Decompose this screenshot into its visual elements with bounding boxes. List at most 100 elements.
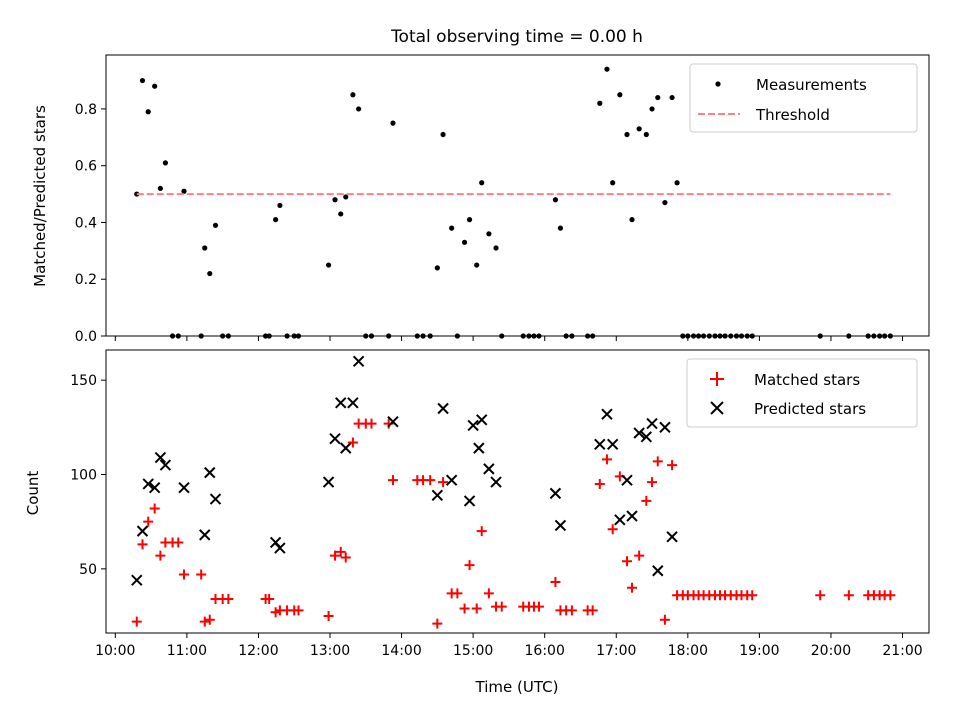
predicted-stars-point	[621, 474, 633, 486]
predicted-stars-point	[463, 495, 476, 507]
matched-stars-point	[173, 537, 184, 548]
matched-stars-point	[204, 614, 215, 625]
matched-stars-point	[496, 601, 507, 612]
measurement-point	[597, 100, 603, 106]
predicted-stars-point	[549, 487, 562, 500]
y-tick-label: 0.8	[75, 102, 97, 118]
measurement-point	[273, 217, 279, 223]
predicted-stars-point	[204, 466, 216, 479]
count-plot-frame	[105, 349, 930, 634]
predicted-stars-point	[142, 478, 154, 490]
predicted-stars-point	[159, 459, 172, 471]
x-tick-label: 21:00	[882, 643, 922, 659]
predicted-stars-point	[335, 397, 347, 409]
predicted-stars-point	[606, 438, 619, 451]
measurement-point	[325, 262, 332, 268]
predicted-stars-point	[640, 431, 653, 443]
matched-stars-point	[483, 588, 494, 599]
measurement-point	[390, 120, 396, 126]
ratio-y-axis-label: Matched/Predicted stars	[31, 105, 49, 287]
measurement-point	[655, 94, 661, 101]
predicted-stars-point	[626, 510, 638, 522]
predicted-stars-point	[322, 476, 335, 488]
ratio-y-axis: 0.0 0.2 0.4 0.6 0.8	[75, 102, 106, 345]
legend-measurements-marker	[715, 81, 721, 87]
predicted-stars-point	[659, 421, 671, 434]
ratio-panel: 0.00.20.40.60.8 Matched/Predicted stars …	[31, 54, 930, 345]
matched-stars-point	[667, 460, 678, 471]
matched-stars-point	[155, 550, 166, 561]
ratio-x-axis-ticks	[114, 336, 904, 341]
matched-stars-point	[885, 590, 896, 601]
predicted-stars-point	[178, 482, 190, 494]
y-tick-label: 0.4	[75, 215, 97, 231]
x-tick-label: 18:00	[668, 643, 708, 659]
predicted-stars-point	[329, 432, 341, 445]
predicted-stars-point	[473, 442, 485, 454]
matched-stars-point	[659, 614, 670, 625]
predicted-stars-point	[467, 419, 479, 432]
x-tick-label: 19:00	[739, 643, 779, 659]
measurement-point	[674, 180, 680, 186]
matched-stars-point	[476, 526, 487, 537]
predicted-stars-point	[483, 463, 495, 475]
matched-stars-point	[137, 539, 148, 550]
predicted-stars-point	[209, 493, 222, 505]
measurement-point	[338, 211, 344, 217]
matched-stars-point	[815, 590, 826, 601]
matched-stars-point	[641, 495, 652, 506]
count-y-axis: 50 100 150	[70, 373, 106, 578]
matched-stars-point	[652, 456, 663, 467]
matched-stars-point	[566, 605, 577, 616]
x-tick-label: 13:00	[310, 643, 350, 659]
y-tick-label: 150	[70, 373, 97, 389]
matched-stars-point	[533, 601, 544, 612]
predicted-stars-point	[352, 355, 365, 368]
matched-stars-point	[594, 478, 605, 489]
measurement-point	[466, 217, 473, 223]
predicted-stars-point	[614, 514, 626, 526]
measurement-point	[636, 126, 642, 132]
matched-stars-point	[550, 577, 561, 588]
predicted-stars-point	[154, 451, 167, 464]
measurement-point	[181, 188, 187, 194]
predicted-stars-point	[347, 397, 359, 409]
ratio-plot-frame	[105, 54, 930, 337]
measurement-point	[557, 225, 564, 231]
ratio-legend: Measurements Threshold	[689, 63, 918, 133]
matched-stars-point	[587, 605, 598, 616]
matched-stars-point	[621, 556, 632, 567]
predicted-stars-point	[437, 402, 449, 415]
measurement-point	[212, 222, 219, 228]
matched-stars-point	[196, 569, 207, 580]
measurement-point	[629, 217, 635, 223]
measurement-point	[145, 109, 151, 115]
matched-stars-point	[131, 616, 142, 627]
matched-stars-point	[452, 588, 463, 599]
ratio-legend-box	[689, 63, 918, 133]
measurement-point	[350, 92, 356, 98]
predicted-stars-point	[652, 565, 664, 577]
x-tick-label: 10:00	[95, 643, 135, 659]
matched-stars-point	[223, 594, 234, 605]
time-x-axis: 10:00 11:00 12:00 13:00 14:00 15:00 16:00 17:00…	[95, 633, 923, 659]
legend-matched-marker	[710, 372, 724, 386]
measurement-point	[493, 245, 499, 251]
matched-stars-point	[264, 594, 275, 605]
measurement-point	[479, 180, 485, 186]
measurement-point	[440, 131, 446, 138]
measurement-point	[449, 225, 455, 231]
predicted-stars-point	[554, 519, 567, 532]
predicted-stars-point	[445, 474, 458, 486]
figure-title: Total observing time = 0.00 h	[390, 27, 643, 47]
x-axis-label: Time (UTC)	[475, 678, 559, 696]
matched-stars-point	[199, 616, 210, 627]
measurement-point	[202, 245, 208, 251]
matched-stars-point	[335, 546, 346, 557]
measurement-point	[474, 262, 480, 268]
predicted-stars-point	[431, 489, 444, 501]
predicted-stars-point	[131, 574, 143, 586]
y-tick-label: 0.6	[75, 159, 97, 175]
count-legend: Matched stars Predicted stars	[686, 358, 918, 428]
